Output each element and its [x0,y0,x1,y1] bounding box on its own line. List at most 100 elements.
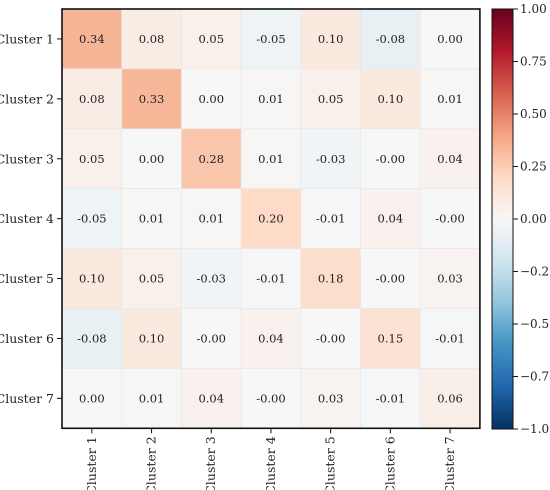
cell-value-label: -0.01 [256,272,286,286]
cell-value-label: 0.28 [198,152,224,166]
cell-value-label: 0.05 [79,152,105,166]
cell-value-label: 0.15 [378,331,404,345]
cell-value-label: -0.05 [77,212,107,226]
heatmap-cell [360,128,421,190]
cell-value-label: 0.03 [318,391,344,405]
cell-value-label: -0.01 [435,331,465,345]
column-label: Cluster 1 [84,436,99,490]
row-label: Cluster 5 [0,271,54,286]
cell-value-label: -0.00 [376,152,406,166]
heatmap-cell [419,368,481,429]
column-label: Cluster 3 [203,436,218,490]
heatmap-cell [61,8,123,70]
cell-value-label: 0.08 [139,32,165,46]
row-label: Cluster 1 [0,31,54,46]
cell-value-label: 0.04 [378,212,404,226]
cell-value-label: 0.03 [437,272,463,286]
heatmap-cell [419,248,481,309]
heatmap-cell [121,128,182,190]
cell-value-label: 0.20 [258,212,284,226]
colorbar-ticks: 1.00 0.75 0.50 0.25 0.00 −0.25 −0.50 −0.75 −1.00 [513,2,550,436]
heatmap-cell [360,8,421,70]
colorbar-tick-label: 0.00 [520,212,547,226]
row-label: Cluster 7 [0,391,54,406]
cell-value-label: -0.00 [435,212,465,226]
colorbar-tick-label: −0.50 [520,317,550,331]
cell-value-label: -0.00 [197,331,227,345]
heatmap-cell [181,368,242,429]
cell-value-label: 0.01 [437,92,463,106]
heatmap-cell [240,128,302,190]
heatmap-cell [181,68,242,130]
heatmap-cell [240,308,302,369]
heatmap-cell [121,188,182,249]
column-label: Cluster 5 [323,436,338,490]
column-label: Cluster 4 [263,436,278,490]
cell-value-label: -0.03 [197,272,227,286]
heatmap-cell [121,308,182,369]
heatmap-cell-labels: 0.34 0.08 0.05 -0.05 0.10 -0.08 0.00 0.08 0.33 0.… [77,32,465,405]
heatmap-cell [419,68,481,130]
cell-value-label: 0.00 [139,152,165,166]
column-label: Cluster 2 [144,436,159,490]
heatmap-cell [419,188,481,249]
heatmap-cell [240,368,302,429]
column-label: Cluster 7 [442,436,457,490]
cell-value-label: 0.08 [79,92,105,106]
cell-value-label: 0.05 [198,32,224,46]
heatmap-cell [61,248,123,309]
cell-value-label: -0.03 [316,152,346,166]
heatmap-cell [360,68,421,130]
colorbar-tick-label: 1.00 [520,2,547,16]
cell-value-label: -0.00 [316,331,346,345]
cell-value-label: 0.01 [139,212,165,226]
cell-value-label: 0.05 [139,272,165,286]
cell-value-label: 0.00 [437,32,463,46]
colorbar-tick-label: −1.00 [520,422,550,436]
row-label: Cluster 3 [0,151,54,166]
cell-value-label: -0.08 [77,331,107,345]
cell-value-label: -0.08 [376,32,406,46]
heatmap-cell [300,368,361,429]
cell-value-label: 0.01 [258,92,284,106]
cell-value-label: 0.10 [378,92,404,106]
column-labels: Cluster 1 Cluster 2 Cluster 3 Cluster 4 Clus… [84,428,457,490]
heatmap-cell [419,128,481,190]
cell-value-label: 0.18 [318,272,344,286]
heatmap-cell [240,188,302,249]
heatmap-cell [360,188,421,249]
heatmap-cell [360,368,421,429]
cell-value-label: 0.04 [258,331,284,345]
cell-value-label: 0.10 [79,272,105,286]
cell-value-label: 0.01 [198,212,224,226]
heatmap-cell [300,308,361,369]
cell-value-label: 0.00 [198,92,224,106]
cell-value-label: 0.10 [139,331,165,345]
cell-value-label: 0.34 [79,32,105,46]
heatmap-cell [300,68,361,130]
cell-value-label: 0.06 [437,391,463,405]
cell-value-label: 0.01 [139,391,165,405]
heatmap-cell [240,8,302,70]
heatmap-cell [61,128,123,190]
heatmap-cell [121,8,182,70]
cell-value-label: 0.05 [318,92,344,106]
colorbar-gradient [492,9,513,429]
colorbar-tick-label: 0.25 [520,160,547,174]
cell-value-label: -0.01 [376,391,406,405]
heatmap-cell [61,188,123,249]
cell-value-label: 0.01 [258,152,284,166]
heatmap-cell [181,248,242,309]
cell-value-label: -0.05 [256,32,286,46]
cell-value-label: -0.00 [256,391,286,405]
cell-value-label: 0.04 [437,152,463,166]
heatmap-cell [300,8,361,70]
row-labels: Cluster 1 Cluster 2 Cluster 3 Cluster 4 Clus… [0,31,62,406]
colorbar-tick-label: −0.25 [520,265,550,279]
row-label: Cluster 4 [0,211,54,226]
cell-value-label: -0.01 [316,212,346,226]
cell-value-label: 0.33 [139,92,165,106]
cell-value-label: 0.00 [79,391,105,405]
cell-value-label: -0.00 [376,272,406,286]
